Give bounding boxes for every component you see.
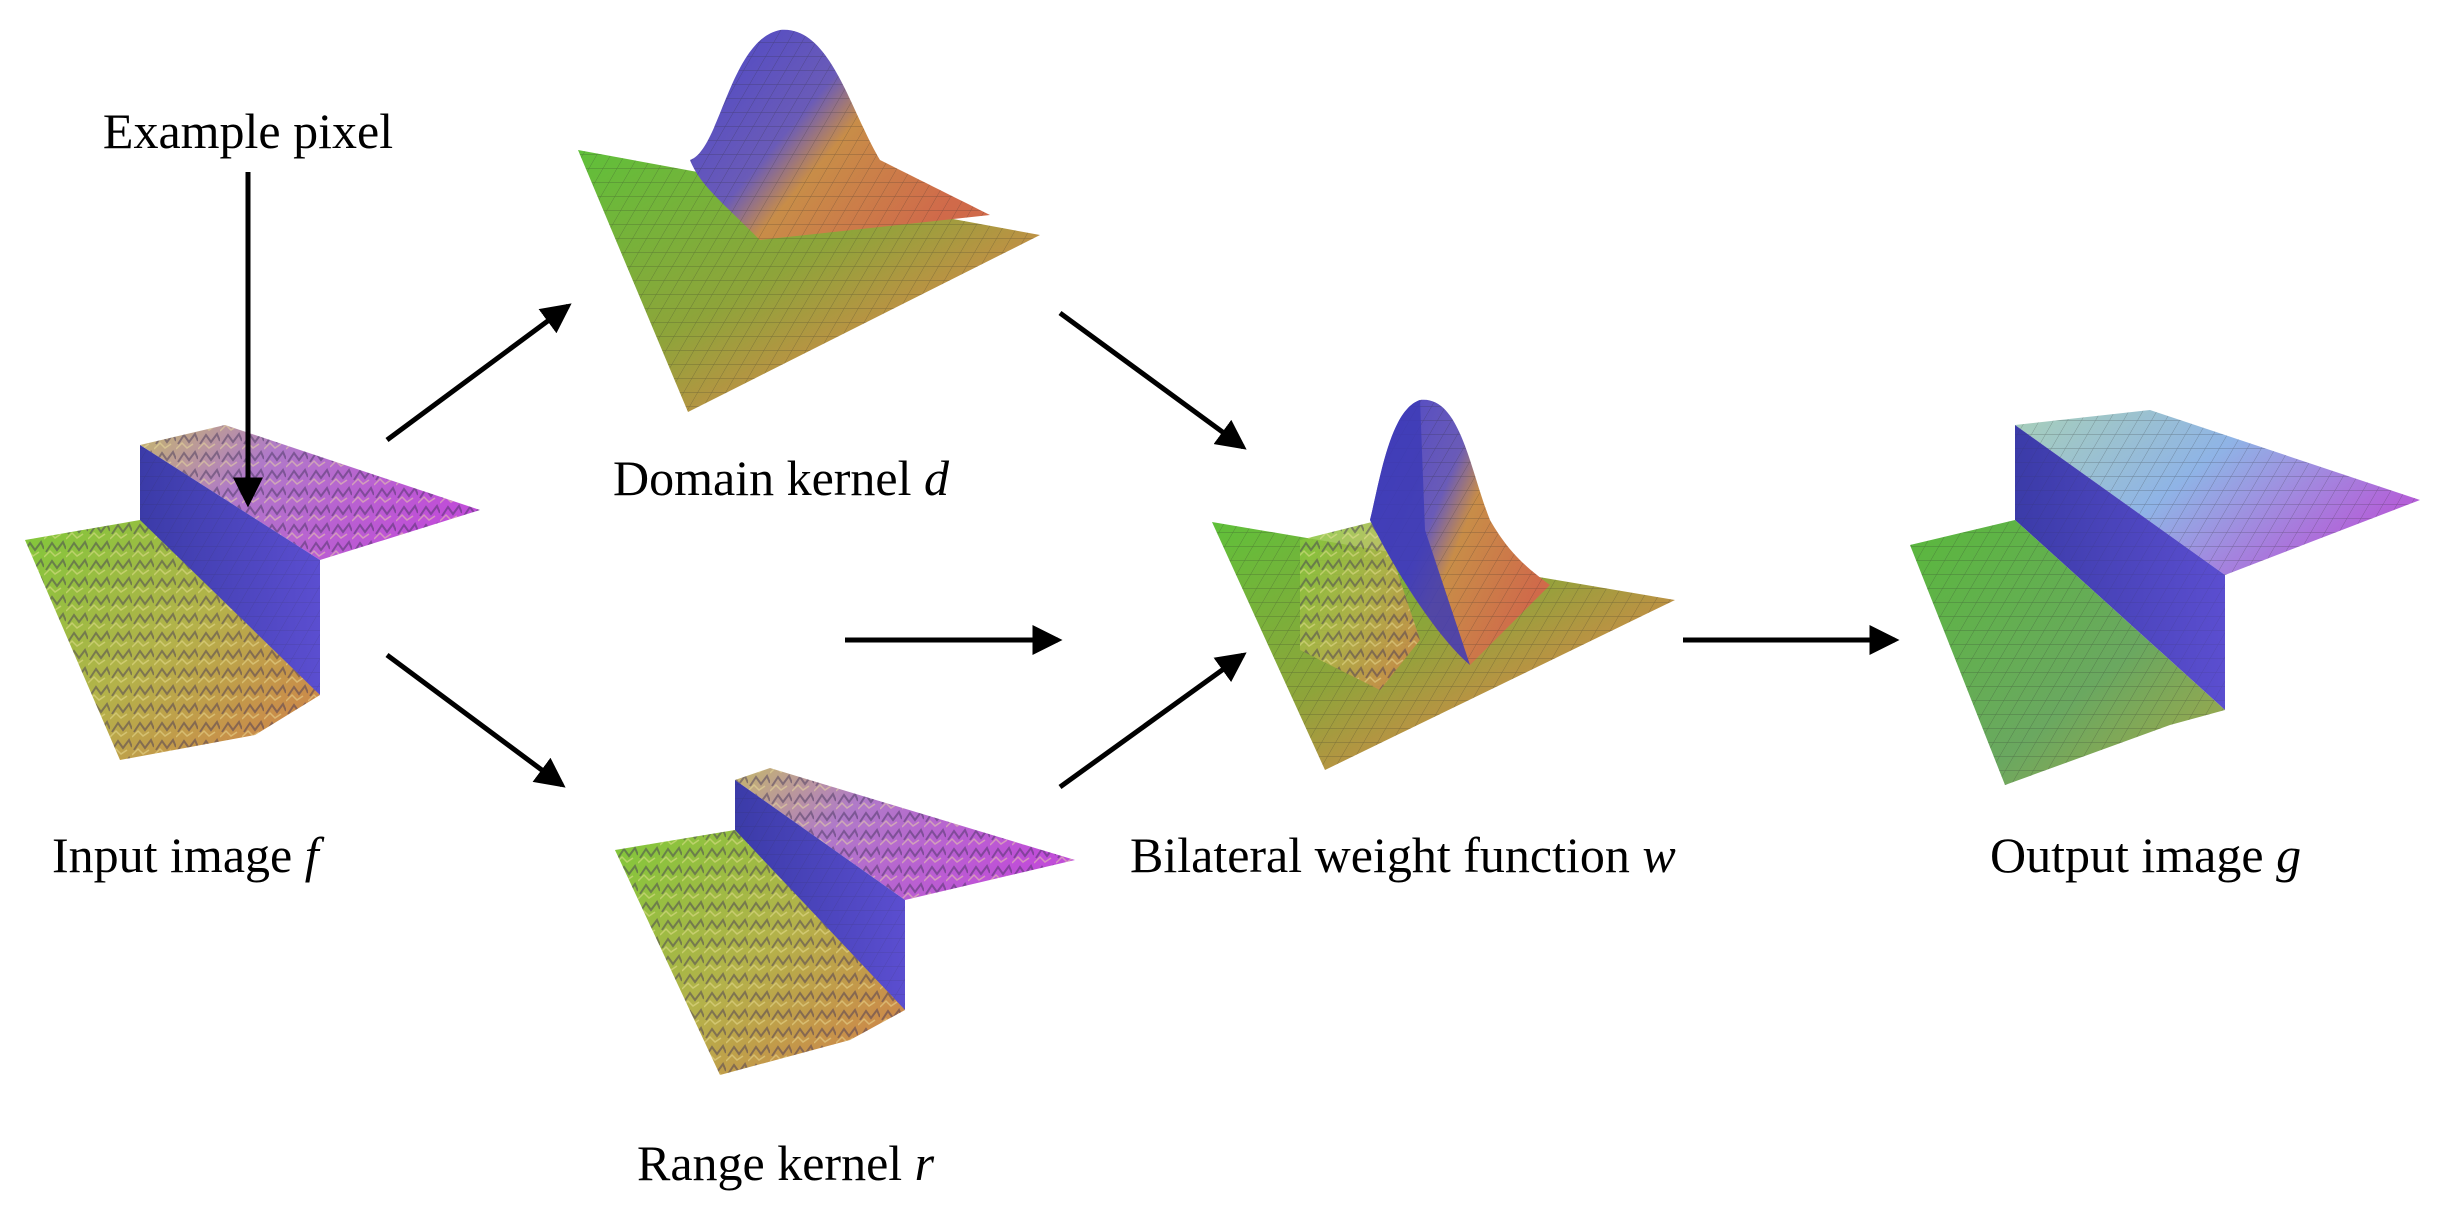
label-range-kernel: Range kernel r xyxy=(637,1135,935,1191)
arrow-domain-to-weight xyxy=(1058,310,1247,450)
domain-kernel-surface xyxy=(578,29,1040,412)
range-kernel-surface xyxy=(615,768,1075,1075)
bilateral-weight-surface xyxy=(1212,399,1675,770)
output-image-surface xyxy=(1910,410,2420,785)
label-example-pixel: Example pixel xyxy=(103,103,393,159)
label-bilateral-weight: Bilateral weight function w xyxy=(1130,827,1676,883)
input-image-surface xyxy=(25,425,480,760)
arrow-range-to-weight xyxy=(1058,652,1247,790)
label-input-image: Input image f xyxy=(52,827,325,883)
label-domain-kernel: Domain kernel d xyxy=(613,450,950,506)
arrow-input-to-domain xyxy=(385,303,572,443)
arrow-input-to-range xyxy=(385,652,566,788)
label-output-image: Output image g xyxy=(1990,827,2301,883)
